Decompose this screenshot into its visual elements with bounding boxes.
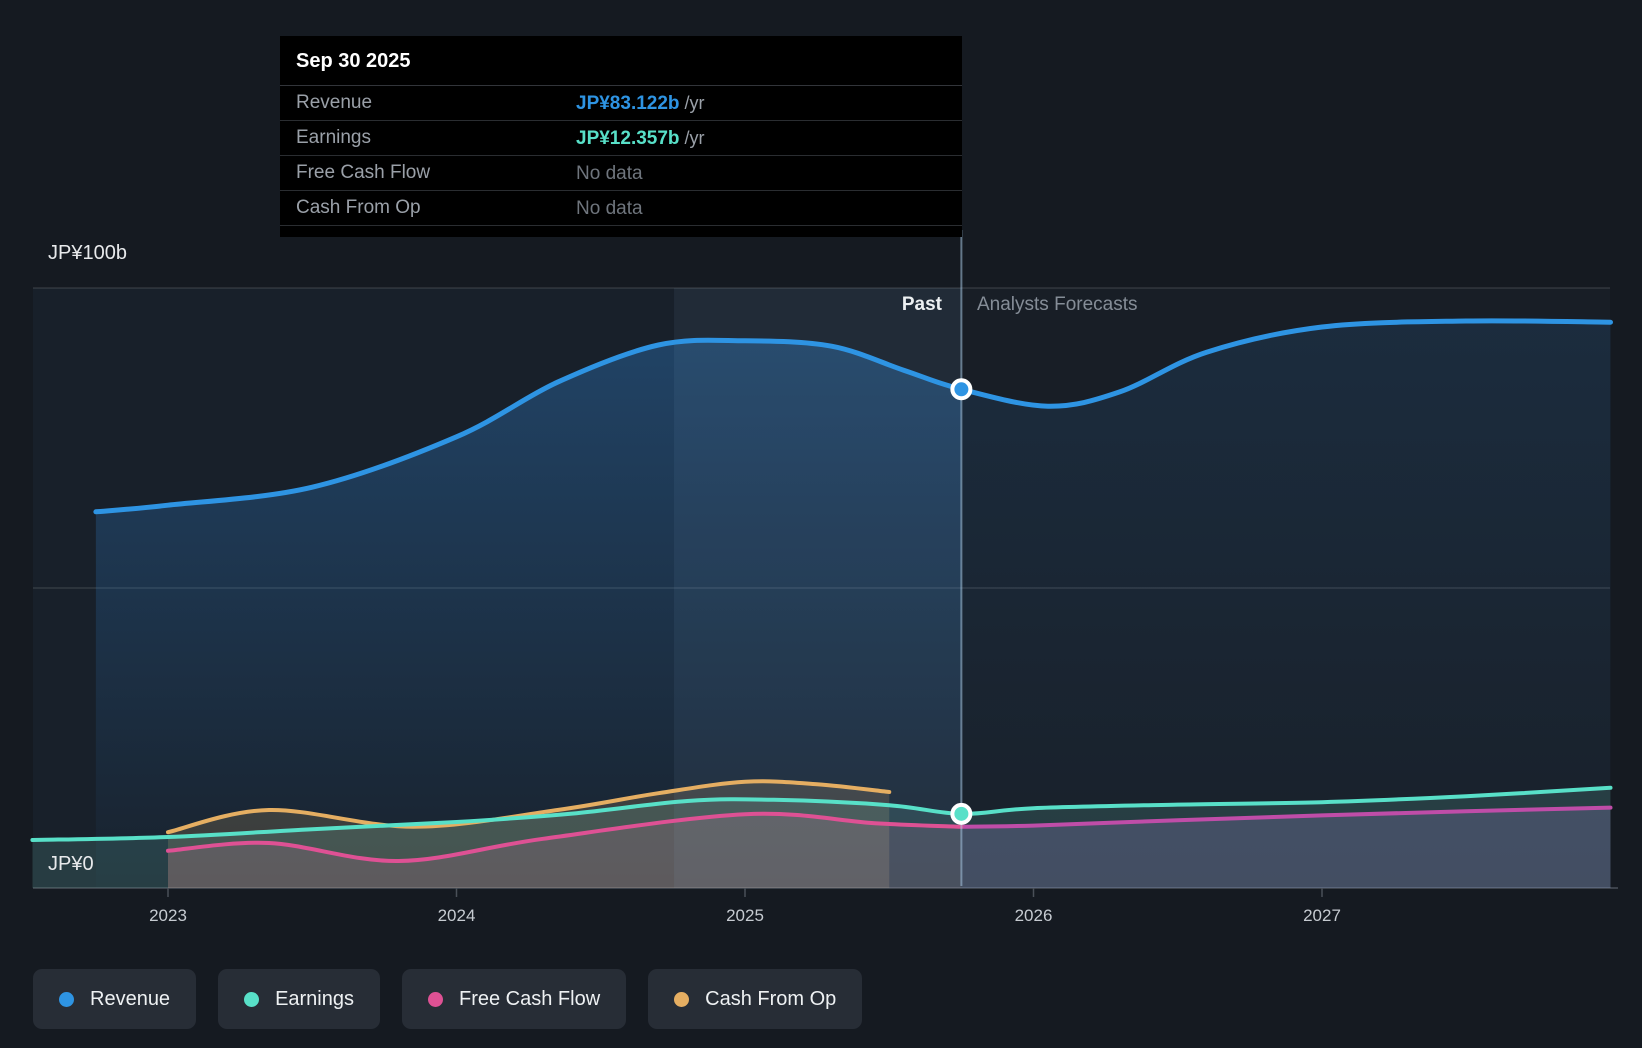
earnings-marker[interactable] [950, 802, 973, 825]
earnings-dot-icon [244, 991, 260, 1007]
cash-from-op-area [168, 781, 890, 888]
legend-label: Revenue [90, 987, 171, 1010]
cash-from-op-line [166, 779, 892, 835]
tooltip-label: Cash From Op [296, 197, 421, 218]
revenue-line [93, 318, 1613, 515]
free-cash-flow-line-forecast [959, 805, 1613, 829]
x-axis-year-label: 2023 [149, 906, 187, 925]
past-label: Past [901, 294, 942, 315]
tooltip-value-suffix: /yr [679, 93, 705, 113]
free-cash-flow-area-forecast [961, 807, 1611, 888]
free-cash-flow-area-past [168, 813, 962, 888]
earnings-line [30, 785, 1613, 842]
legend-button-earnings[interactable]: Earnings [218, 969, 380, 1029]
legend-label: Cash From Op [705, 987, 837, 1010]
revenue-dot-icon [59, 991, 74, 1007]
legend-button-revenue[interactable]: Revenue [33, 969, 197, 1029]
tooltip-value-suffix: /yr [679, 128, 705, 148]
tooltip-label: Free Cash Flow [296, 162, 431, 183]
legend-button-cash-from-op[interactable]: Cash From Op [648, 969, 863, 1029]
revenue-marker[interactable] [950, 378, 973, 401]
tooltip-value: No data [576, 198, 643, 219]
legend-label: Earnings [275, 987, 354, 1010]
tooltip-row-revenue: Revenue JP¥83.122b /yr [280, 86, 962, 121]
earnings-area [32, 787, 1611, 888]
x-axis-year-label: 2024 [438, 906, 476, 925]
x-axis-year-label: 2026 [1015, 906, 1053, 925]
analysts-forecasts-label: Analysts Forecasts [977, 294, 1138, 315]
x-axis-year-label: 2025 [726, 906, 764, 925]
free-cash-flow-dot-icon [428, 991, 443, 1007]
x-axis-year-label: 2027 [1303, 906, 1341, 925]
revenue-area-forecast [961, 320, 1611, 888]
tooltip-date-title: Sep 30 2025 [280, 36, 962, 86]
y-axis-label-100b: JP¥100b [48, 242, 127, 264]
legend-label: Free Cash Flow [459, 987, 601, 1010]
tooltip-label: Earnings [296, 127, 371, 148]
tooltip-value: No data [576, 163, 643, 184]
chart-tooltip: Sep 30 2025 Revenue JP¥83.122b /yr Earni… [280, 36, 962, 237]
free-cash-flow-line-past [166, 811, 964, 864]
tooltip-value: JP¥83.122b /yr [576, 93, 705, 114]
revenue-area-past [95, 340, 962, 888]
hover-year-band [674, 288, 962, 888]
tooltip-value: JP¥12.357b /yr [576, 128, 705, 149]
tooltip-row-earnings: Earnings JP¥12.357b /yr [280, 121, 962, 156]
legend-button-free-cash-flow[interactable]: Free Cash Flow [402, 969, 627, 1029]
cash-from-op-dot-icon [674, 991, 690, 1007]
tooltip-row-cash-from-op: Cash From Op No data [280, 191, 962, 226]
y-axis-label-0: JP¥0 [48, 853, 94, 875]
chart-legend: Revenue Earnings Free Cash Flow Cash Fro… [33, 969, 863, 1029]
tooltip-label: Revenue [296, 92, 373, 113]
tooltip-row-free-cash-flow: Free Cash Flow No data [280, 156, 962, 191]
